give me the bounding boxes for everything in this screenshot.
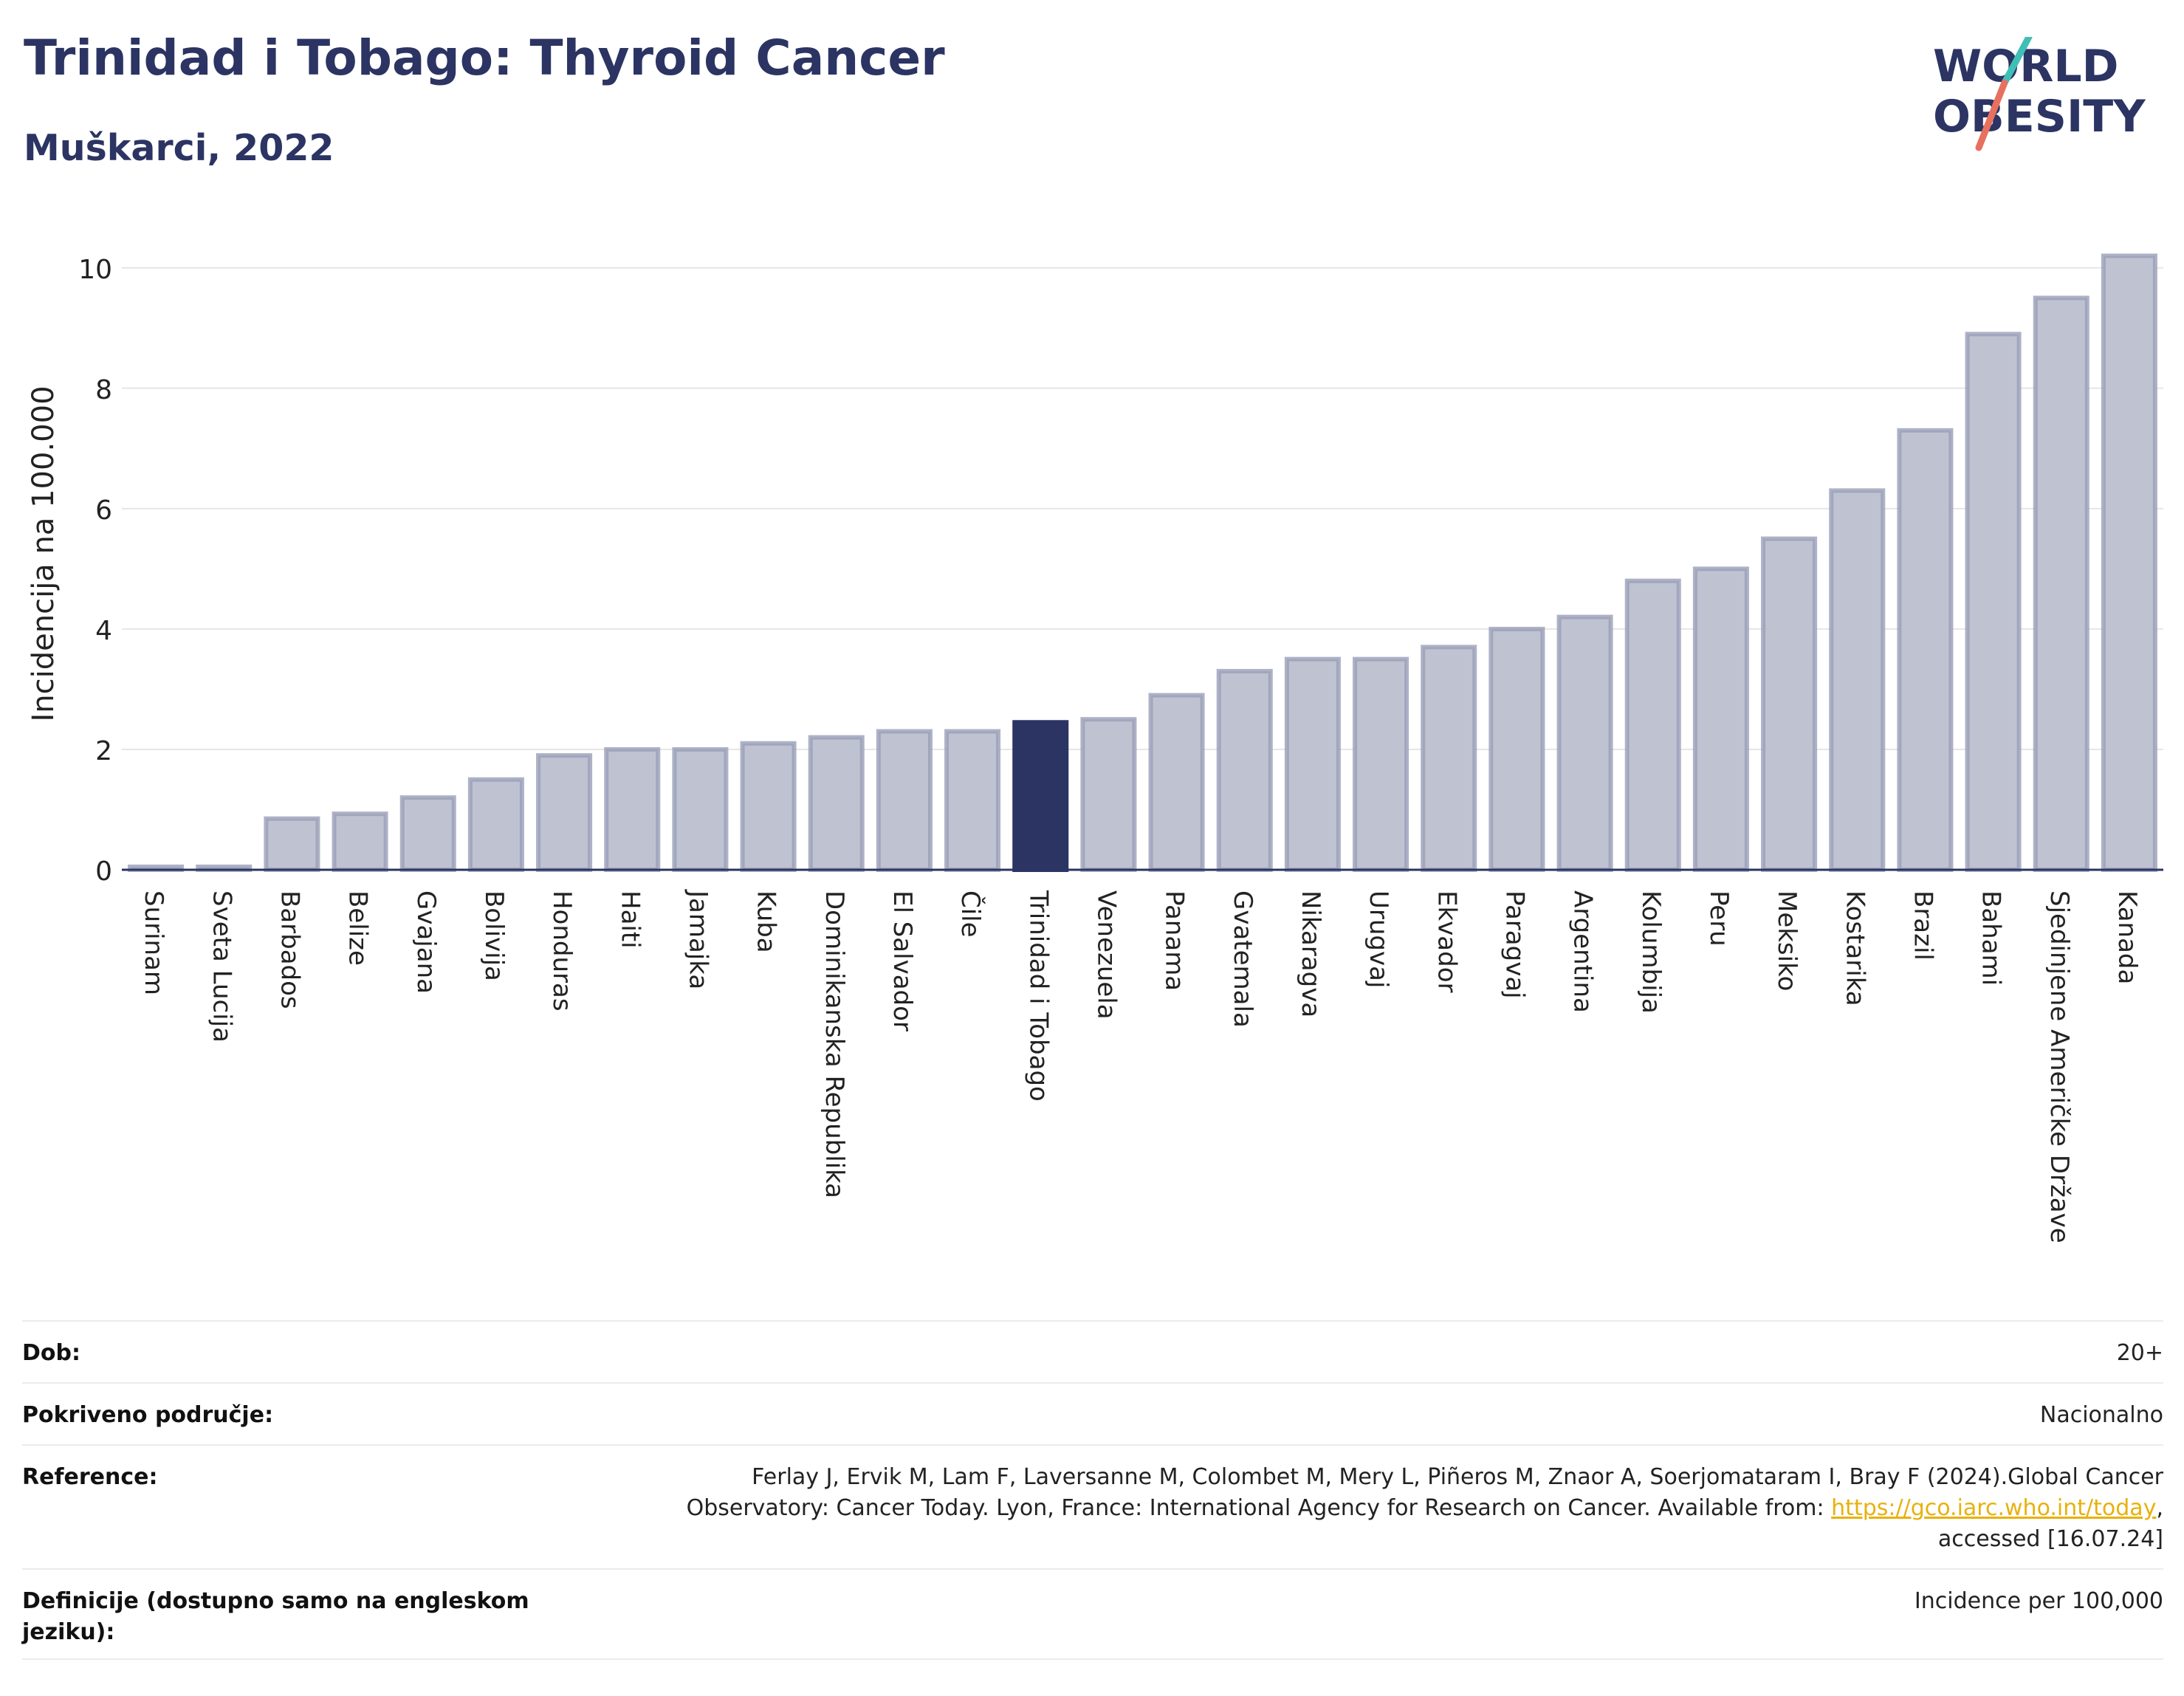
info-table: Dob: 20+ Pokriveno područje: Nacionalno …: [22, 1320, 2163, 1660]
x-tick-label: Gvatemala: [1228, 890, 1257, 1028]
info-row-coverage: Pokriveno područje: Nacionalno: [22, 1382, 2163, 1444]
x-tick-label: Honduras: [547, 890, 577, 1012]
y-tick-label: 0: [95, 856, 112, 887]
bars: [128, 253, 2157, 873]
definitions-value: Incidence per 100,000: [1914, 1588, 2163, 1614]
bar: [399, 795, 456, 872]
info-row-definitions: Definicije (dostupno samo na engleskom j…: [22, 1568, 2163, 1660]
x-tick-label: Jamajka: [683, 889, 712, 989]
x-tick-label: Brazil: [1908, 890, 1937, 961]
y-tick-label: 8: [95, 375, 112, 405]
info-row-reference: Reference: Ferlay J, Ervik M, Lam F, Lav…: [22, 1444, 2163, 1568]
reference-text-1: Ferlay J, Ervik M, Lam F, Laversanne M, …: [752, 1464, 2163, 1490]
y-tick-label: 2: [95, 736, 112, 766]
reference-text-4: accessed [16.07.24]: [1937, 1526, 2163, 1552]
bar: [1488, 626, 1545, 873]
x-axis-labels: Surinam Sveta Lucija Barbados Belize Gvajana…: [139, 889, 2142, 1243]
x-tick-label: Panama: [1160, 890, 1189, 991]
info-row-age: Dob: 20+: [22, 1320, 2163, 1382]
logo-slash-coral: [1975, 79, 2008, 151]
x-tick-label: Barbados: [275, 890, 304, 1009]
x-tick-label: Sveta Lucija: [207, 890, 236, 1043]
bar: [1421, 645, 1477, 872]
bar: [944, 729, 1001, 872]
x-tick-label: Surinam: [139, 890, 168, 995]
y-axis-label: Incidencija na 100.000: [27, 385, 61, 721]
y-tick-label: 4: [95, 616, 112, 646]
x-tick-label: Kuba: [752, 890, 781, 953]
x-tick-label: Kolumbija: [1636, 890, 1666, 1014]
y-axis-ticks: 0 2 4 6 8 10: [78, 255, 112, 887]
bar: [740, 741, 797, 872]
x-tick-label: Nikaragva: [1296, 890, 1325, 1017]
reference-link[interactable]: https://gco.iarc.who.int/today: [1831, 1495, 2157, 1521]
x-tick-label: Belize: [343, 890, 373, 966]
bar: [1080, 717, 1137, 873]
x-tick-label: Čile: [955, 890, 986, 938]
y-tick-label: 10: [78, 255, 112, 285]
bar: [1829, 488, 1886, 872]
x-tick-label: Trinidad i Tobago: [1023, 890, 1053, 1102]
age-value: 20+: [2116, 1340, 2163, 1366]
x-tick-label: Haiti: [615, 890, 645, 949]
bar: [1761, 536, 1818, 872]
x-tick-label: Kostarika: [1840, 890, 1869, 1006]
x-tick-label: Peru: [1704, 890, 1734, 947]
coverage-label: Pokriveno područje:: [22, 1402, 274, 1428]
bar: [876, 729, 933, 872]
world-obesity-logo: WORLD OBESITY: [1933, 37, 2146, 151]
x-tick-label: Dominikanska Republika: [820, 890, 849, 1198]
x-tick-label: Paragvaj: [1500, 890, 1529, 999]
bar: [1148, 693, 1205, 872]
bar: [1216, 668, 1273, 872]
bar: [1284, 656, 1341, 873]
bar: [467, 777, 524, 872]
bar: [1965, 332, 2022, 872]
reference-text-2: Observatory: Cancer Today. Lyon, France:…: [686, 1495, 1832, 1521]
x-tick-label: Meksiko: [1772, 890, 1802, 991]
bar: [808, 735, 865, 873]
x-tick-label: Sjedinjene Američke Države: [2044, 890, 2074, 1243]
bar: [604, 746, 661, 873]
bar: [1353, 656, 1409, 873]
bar: [332, 811, 388, 873]
logo-line2: OBESITY: [1933, 91, 2146, 143]
x-tick-label: Gvajana: [411, 890, 441, 994]
bar: [1556, 614, 1613, 872]
definitions-label: Definicije (dostupno samo na engleskom j…: [22, 1588, 529, 1645]
reference-text-3: ,: [2156, 1495, 2163, 1521]
x-tick-label: Urugvaj: [1364, 890, 1393, 988]
reference-value: Ferlay J, Ervik M, Lam F, Laversanne M, …: [687, 1446, 2163, 1568]
reference-label: Reference:: [22, 1464, 158, 1490]
bar: [1897, 428, 1954, 872]
grid-lines: [122, 267, 2163, 750]
y-tick-label: 6: [95, 495, 112, 526]
bar: [2033, 295, 2089, 872]
page-title: Trinidad i Tobago: Thyroid Cancer: [24, 30, 945, 86]
x-tick-label: Venezuela: [1091, 890, 1121, 1020]
bar: [672, 746, 729, 873]
x-tick-label: Argentina: [1568, 890, 1598, 1013]
x-tick-label: Bolivija: [479, 890, 509, 981]
bar: [1624, 578, 1681, 873]
x-tick-label: Bahami: [1977, 890, 2006, 986]
bar: [2101, 253, 2157, 872]
x-tick-label: Kanada: [2112, 890, 2142, 984]
x-tick-label: Ekvador: [1432, 890, 1461, 993]
bar: [536, 753, 593, 872]
coverage-value: Nacionalno: [2039, 1402, 2163, 1428]
bar: [1692, 566, 1749, 873]
bar: [264, 816, 320, 872]
bar: [1012, 720, 1069, 872]
age-label: Dob:: [22, 1340, 80, 1366]
bar-chart: 0 2 4 6 8 10 Surinam Sveta Lucija Barbados Beliz…: [27, 253, 2163, 1243]
logo-slash-teal: [2001, 37, 2033, 86]
page-subtitle: Muškarci, 2022: [24, 127, 334, 169]
x-tick-label: El Salvador: [887, 890, 917, 1031]
